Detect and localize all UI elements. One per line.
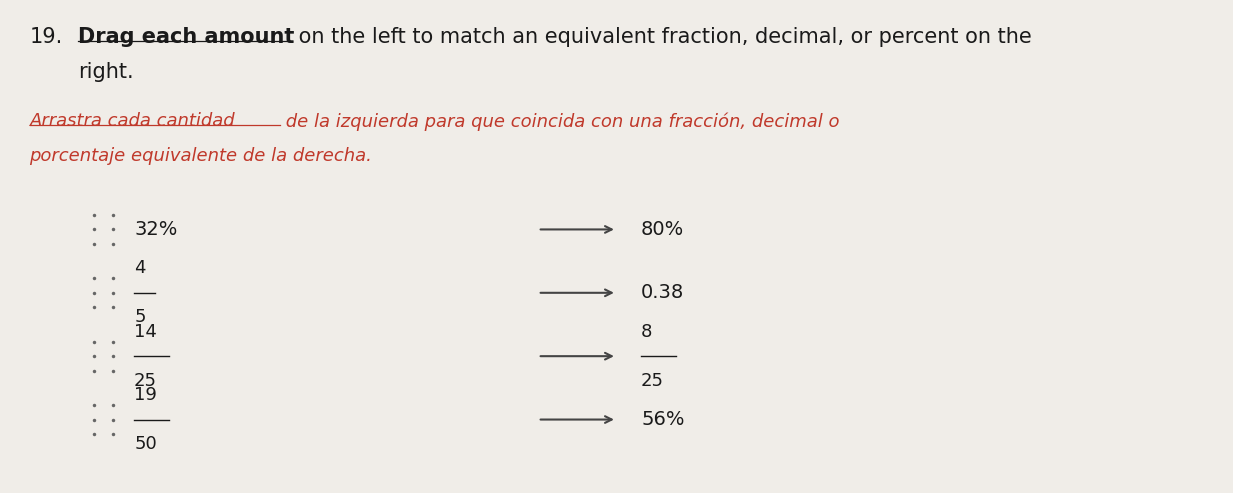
Text: 19.: 19. xyxy=(30,27,63,47)
Text: 8: 8 xyxy=(641,322,652,341)
Text: 25: 25 xyxy=(641,372,665,390)
Text: 50: 50 xyxy=(134,435,157,453)
Text: porcentaje equivalente de la derecha.: porcentaje equivalente de la derecha. xyxy=(30,146,372,165)
Text: 25: 25 xyxy=(134,372,157,390)
Text: 14: 14 xyxy=(134,322,157,341)
Text: Arrastra cada cantidad: Arrastra cada cantidad xyxy=(30,112,236,131)
Text: 32%: 32% xyxy=(134,220,178,239)
Text: 0.38: 0.38 xyxy=(641,283,684,302)
Text: 4: 4 xyxy=(134,259,145,277)
Text: on the left to match an equivalent fraction, decimal, or percent on the: on the left to match an equivalent fract… xyxy=(292,27,1032,47)
Text: 80%: 80% xyxy=(641,220,684,239)
Text: Drag each amount: Drag each amount xyxy=(78,27,295,47)
Text: de la izquierda para que coincida con una fracción, decimal o: de la izquierda para que coincida con un… xyxy=(280,112,840,131)
Text: right.: right. xyxy=(78,62,134,82)
Text: 19: 19 xyxy=(134,386,157,404)
Text: 56%: 56% xyxy=(641,410,684,429)
Text: 5: 5 xyxy=(134,309,145,326)
